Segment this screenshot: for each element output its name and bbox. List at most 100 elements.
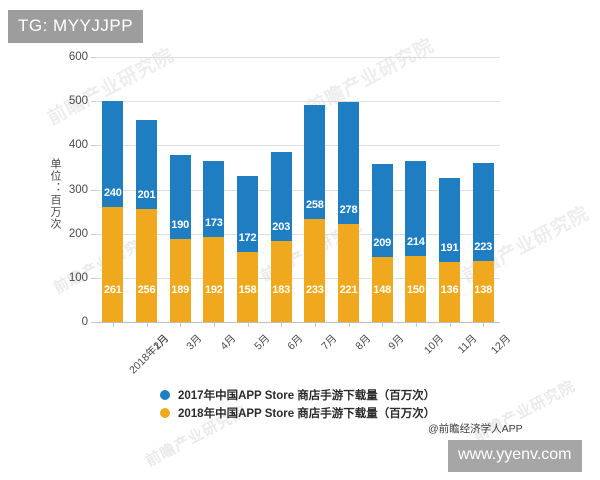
bar-group[interactable]: 150 214 <box>405 57 427 322</box>
bar-value-label: 173 <box>204 217 223 230</box>
y-axis-labels: 0 100 200 300 400 500 600 <box>0 0 96 480</box>
y-axis-tick <box>91 57 96 58</box>
y-axis-tick-label: 500 <box>68 95 88 108</box>
bar-value-label: 192 <box>204 284 223 296</box>
x-axis-tick-label: 4月 <box>218 332 239 353</box>
bar-value-label: 233 <box>305 284 324 296</box>
x-axis-tick <box>146 322 148 327</box>
bar-segment-2017[interactable]: 223 <box>472 162 494 262</box>
x-axis-tick-label: 8月 <box>352 332 373 353</box>
bar-segment-2018[interactable]: 150 <box>405 255 427 322</box>
bar-segment-2018[interactable]: 183 <box>270 241 292 322</box>
x-axis-tick-label: 3月 <box>184 332 205 353</box>
legend-color-dot <box>160 407 170 418</box>
x-axis-tick <box>314 322 316 327</box>
y-axis-tick-label: 400 <box>68 139 88 152</box>
x-axis-tick <box>213 322 215 327</box>
y-axis-tick <box>91 277 96 279</box>
bar-group[interactable]: 189 190 <box>169 57 191 322</box>
x-axis-line <box>96 322 500 323</box>
credit-text: @前瞻经济学人APP <box>428 423 523 435</box>
gridline <box>96 233 500 235</box>
bar-value-label: 172 <box>238 232 257 245</box>
bar-segment-2017[interactable]: 209 <box>371 164 393 257</box>
y-axis-tick <box>91 189 96 191</box>
bar-value-label: 240 <box>103 186 122 199</box>
x-axis-tick <box>180 322 182 327</box>
y-axis-tick-label: 200 <box>68 227 88 240</box>
y-axis-tick-label: 0 <box>81 316 88 328</box>
legend-label: 2018年中国APP Store 商店手游下载量（百万次） <box>178 407 436 420</box>
bar-value-label: 256 <box>137 284 156 296</box>
plot-area: 261 240 256 201 189 190 192 173 158 172 183 203 233 2… <box>96 57 500 323</box>
bar-value-label: 189 <box>171 284 190 296</box>
bar-group[interactable]: 192 173 <box>203 57 225 322</box>
bar-segment-2018[interactable]: 261 <box>102 206 124 322</box>
bar-value-label: 278 <box>339 204 358 217</box>
bar-segment-2018[interactable]: 138 <box>472 261 494 322</box>
bar-value-label: 138 <box>474 284 493 296</box>
bar-segment-2018[interactable]: 221 <box>338 224 359 322</box>
bar-segment-2017[interactable]: 258 <box>304 105 326 220</box>
bar-segment-2017[interactable]: 278 <box>338 101 359 225</box>
bar-group[interactable]: 148 209 <box>371 57 393 322</box>
y-axis-tick-label: 600 <box>68 51 88 63</box>
bar-group[interactable]: 138 223 <box>472 57 494 322</box>
gridline <box>96 101 500 103</box>
bar-value-label: 158 <box>238 284 257 296</box>
bar-group[interactable]: 183 203 <box>270 57 292 322</box>
bar-segment-2018[interactable]: 192 <box>203 237 225 322</box>
gridline <box>96 189 500 191</box>
bar-segment-2018[interactable]: 256 <box>136 208 157 322</box>
bar-segment-2018[interactable]: 148 <box>371 256 393 322</box>
x-axis-tick <box>247 322 249 327</box>
bar-value-label: 148 <box>373 284 392 296</box>
bar-value-label: 223 <box>474 241 493 254</box>
bar-segment-2017[interactable]: 240 <box>102 100 124 207</box>
x-axis-tick <box>382 322 384 327</box>
legend-label: 2017年中国APP Store 商店手游下载量（百万次） <box>178 389 436 402</box>
bar-segment-2018[interactable]: 136 <box>439 261 460 322</box>
bar-group[interactable]: 233 258 <box>304 57 326 322</box>
bar-value-label: 150 <box>406 284 425 296</box>
x-axis-tick-label: 10月 <box>421 332 446 357</box>
bar-segment-2017[interactable]: 173 <box>203 160 225 238</box>
legend-item[interactable]: 2018年中国APP Store 商店手游下载量（百万次） <box>160 404 435 421</box>
y-axis-title: 单位：百万次 <box>49 158 61 230</box>
legend-item[interactable]: 2017年中国APP Store 商店手游下载量（百万次） <box>160 386 435 403</box>
bar-segment-2017[interactable]: 203 <box>270 151 292 242</box>
bar-group[interactable]: 261 240 <box>102 57 124 322</box>
chart-legend: 2017年中国APP Store 商店手游下载量（百万次） 2018年中国APP … <box>160 386 435 422</box>
y-axis-tick <box>91 233 96 235</box>
bar-value-label: 221 <box>339 284 358 296</box>
tag-badge: TG: MYYJJPP <box>8 10 144 43</box>
x-axis: 2018年1月 2月 3月 4月 5月 6月 7月 8月 9月 10月 11月 12月 <box>96 322 513 382</box>
y-axis-tick <box>91 322 96 323</box>
x-axis-tick <box>415 322 417 327</box>
x-axis-tick <box>449 322 451 327</box>
y-axis-tick-label: 100 <box>68 271 88 284</box>
url-watermark: www.yyenv.com <box>448 440 582 472</box>
bar-group[interactable]: 136 191 <box>439 57 460 322</box>
bar-segment-2018[interactable]: 189 <box>169 238 191 322</box>
bar-value-label: 214 <box>406 235 425 248</box>
bar-segment-2017[interactable]: 191 <box>439 177 460 262</box>
bar-segment-2018[interactable]: 158 <box>237 252 258 322</box>
x-axis-tick-label: 5月 <box>251 332 272 353</box>
gridline <box>96 277 500 279</box>
bar-segment-2018[interactable]: 233 <box>304 219 326 322</box>
x-axis-tick-label: 7月 <box>319 332 340 353</box>
x-axis-tick-label: 11月 <box>455 332 479 357</box>
bar-segment-2017[interactable]: 201 <box>136 120 157 209</box>
bar-segment-2017[interactable]: 172 <box>237 176 258 253</box>
bar-segment-2017[interactable]: 214 <box>405 161 427 256</box>
bar-value-label: 191 <box>440 241 459 254</box>
bar-group[interactable]: 158 172 <box>237 57 258 322</box>
x-axis-tick <box>348 322 350 327</box>
bar-segment-2017[interactable]: 190 <box>169 154 191 239</box>
y-axis-tick <box>91 145 96 147</box>
bar-value-label: 201 <box>137 188 156 201</box>
y-axis-tick-label: 300 <box>68 183 88 196</box>
bar-group[interactable]: 221 278 <box>338 57 359 322</box>
bar-group[interactable]: 256 201 <box>136 57 157 322</box>
